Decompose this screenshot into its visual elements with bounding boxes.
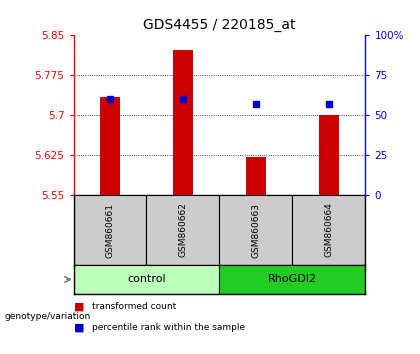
- Text: GSM860662: GSM860662: [178, 202, 187, 257]
- Text: GSM860661: GSM860661: [105, 202, 115, 257]
- Text: genotype/variation: genotype/variation: [4, 312, 90, 321]
- Text: control: control: [127, 274, 166, 285]
- Bar: [74, 265, 220, 294]
- Bar: [220, 265, 365, 294]
- Text: GSM860664: GSM860664: [324, 202, 333, 257]
- Text: GSM860663: GSM860663: [252, 202, 260, 257]
- Bar: [74, 195, 147, 265]
- Text: transformed count: transformed count: [92, 302, 177, 311]
- Bar: [246, 156, 266, 195]
- Bar: [220, 195, 292, 265]
- Text: ■: ■: [74, 322, 84, 332]
- Bar: [319, 115, 339, 195]
- Title: GDS4455 / 220185_at: GDS4455 / 220185_at: [143, 18, 296, 32]
- Text: percentile rank within the sample: percentile rank within the sample: [92, 323, 246, 332]
- Text: ■: ■: [74, 301, 84, 311]
- Bar: [147, 195, 220, 265]
- Bar: [100, 97, 120, 195]
- Bar: [173, 50, 193, 195]
- Bar: [292, 195, 365, 265]
- Text: RhoGDI2: RhoGDI2: [268, 274, 317, 285]
